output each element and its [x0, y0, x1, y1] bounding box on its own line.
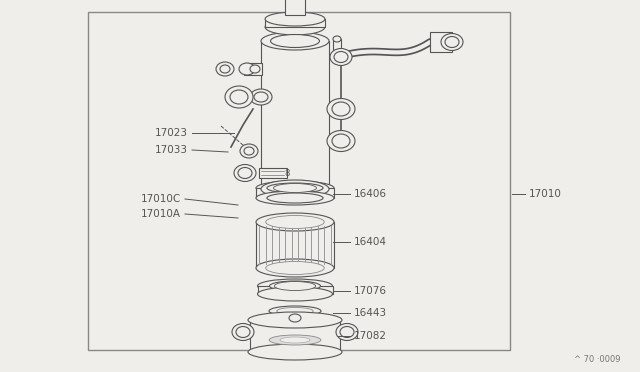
Ellipse shape — [238, 167, 252, 179]
Ellipse shape — [248, 312, 342, 328]
Ellipse shape — [265, 19, 325, 35]
Ellipse shape — [267, 193, 323, 203]
Text: 17010A: 17010A — [141, 209, 181, 219]
Ellipse shape — [271, 35, 319, 48]
Ellipse shape — [250, 89, 272, 105]
Ellipse shape — [261, 180, 329, 198]
Ellipse shape — [269, 306, 321, 316]
Ellipse shape — [239, 63, 255, 75]
Ellipse shape — [216, 62, 234, 76]
Ellipse shape — [220, 65, 230, 73]
Ellipse shape — [244, 147, 254, 155]
Bar — [261, 41, 329, 189]
Ellipse shape — [340, 327, 354, 337]
Bar — [256, 222, 334, 268]
Ellipse shape — [254, 92, 268, 102]
Ellipse shape — [234, 164, 256, 182]
Ellipse shape — [332, 134, 350, 148]
Ellipse shape — [266, 262, 324, 275]
Ellipse shape — [277, 308, 313, 314]
Ellipse shape — [257, 279, 333, 293]
Ellipse shape — [248, 344, 342, 360]
Ellipse shape — [334, 51, 348, 62]
Ellipse shape — [225, 86, 253, 108]
Text: 17076: 17076 — [354, 286, 387, 296]
Text: 17082: 17082 — [354, 331, 387, 341]
Ellipse shape — [441, 33, 463, 51]
Bar — [244, 63, 262, 75]
Bar — [285, 0, 305, 15]
Ellipse shape — [327, 99, 355, 119]
Ellipse shape — [289, 314, 301, 322]
Ellipse shape — [232, 324, 254, 340]
Ellipse shape — [256, 213, 334, 231]
Text: 17033: 17033 — [155, 145, 188, 155]
Ellipse shape — [275, 282, 316, 291]
Bar — [256, 188, 334, 198]
Bar — [430, 32, 452, 52]
Ellipse shape — [257, 287, 333, 301]
Ellipse shape — [256, 181, 334, 195]
Ellipse shape — [445, 36, 459, 48]
Text: 17010C: 17010C — [141, 194, 181, 204]
Ellipse shape — [236, 327, 250, 337]
Ellipse shape — [267, 183, 323, 193]
Text: 16443: 16443 — [354, 308, 387, 318]
Ellipse shape — [256, 191, 334, 205]
Ellipse shape — [273, 183, 316, 192]
Ellipse shape — [256, 259, 334, 277]
Ellipse shape — [269, 281, 321, 291]
Text: 16404: 16404 — [354, 237, 387, 247]
Text: ^ 70 ·0009: ^ 70 ·0009 — [573, 355, 620, 364]
Ellipse shape — [240, 144, 258, 158]
Ellipse shape — [261, 32, 329, 50]
Ellipse shape — [333, 36, 341, 42]
Bar — [265, 19, 325, 27]
Bar — [88, 12, 510, 350]
Text: 16406: 16406 — [354, 189, 387, 199]
Ellipse shape — [280, 337, 310, 343]
Ellipse shape — [332, 102, 350, 116]
Ellipse shape — [269, 335, 321, 345]
Ellipse shape — [330, 48, 352, 65]
Ellipse shape — [336, 324, 358, 340]
Bar — [331, 103, 343, 115]
Ellipse shape — [265, 12, 325, 26]
Text: 17010: 17010 — [529, 189, 562, 199]
Bar — [257, 286, 333, 294]
Ellipse shape — [250, 65, 260, 73]
Bar — [333, 39, 341, 57]
Bar — [259, 168, 287, 178]
Ellipse shape — [230, 90, 248, 104]
Bar — [250, 320, 340, 352]
Ellipse shape — [327, 131, 355, 151]
Text: 17023: 17023 — [155, 128, 188, 138]
Ellipse shape — [266, 215, 324, 228]
Text: 8: 8 — [284, 169, 290, 177]
